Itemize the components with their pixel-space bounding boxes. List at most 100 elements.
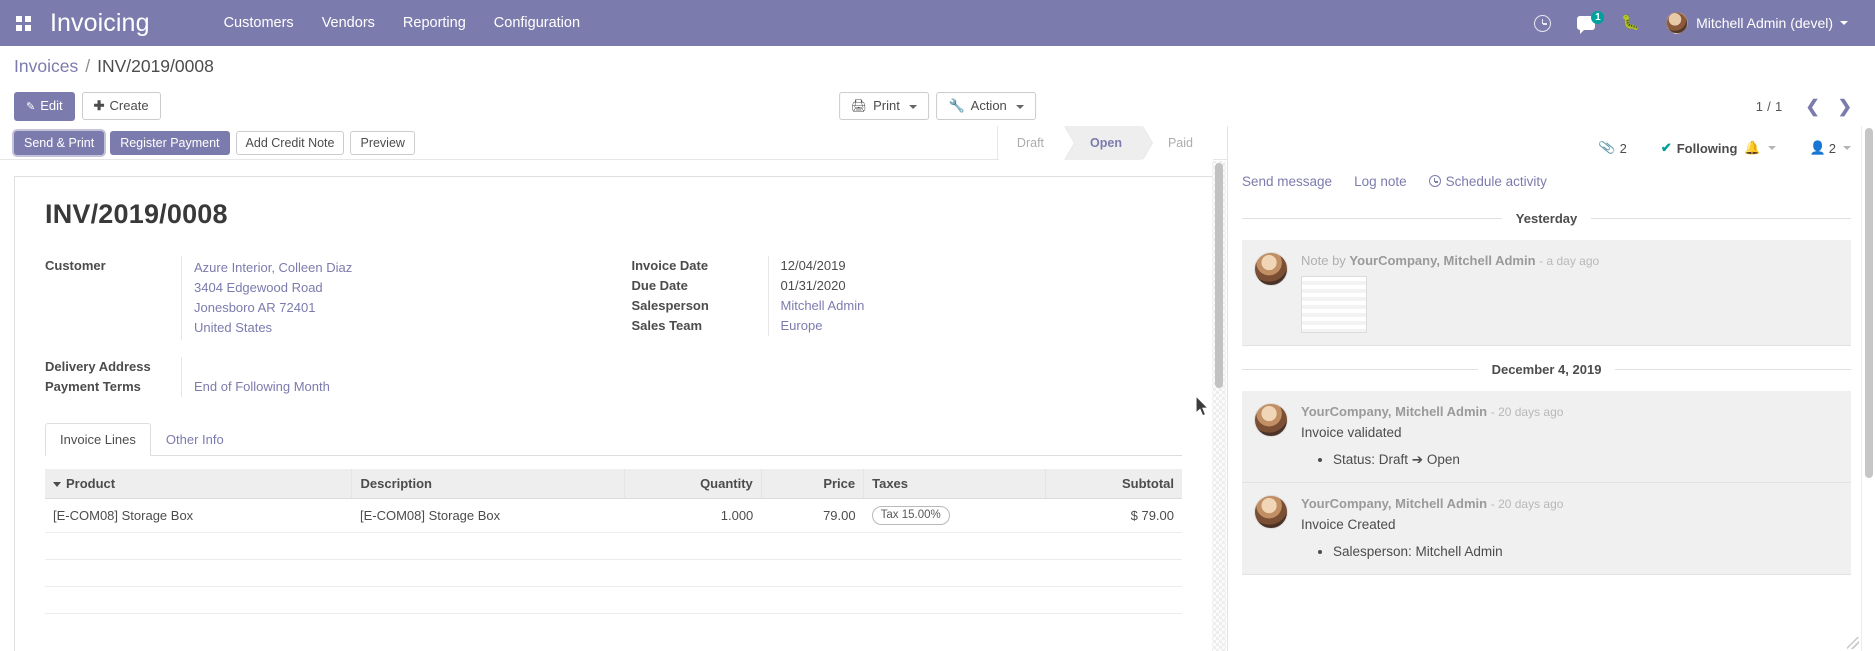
create-button[interactable]: ✚ Create xyxy=(81,92,161,120)
followers-button[interactable]: 👤 2 xyxy=(1810,140,1851,156)
field-sales-team-value[interactable]: Europe xyxy=(767,316,1183,336)
message-header: YourCompany, Mitchell Admin - 20 days ag… xyxy=(1301,495,1839,513)
column-header-taxes[interactable]: Taxes xyxy=(863,469,1047,499)
attachment-placeholder-image xyxy=(1301,276,1367,333)
app-brand-invoicing[interactable]: Invoicing xyxy=(50,9,150,37)
separator-line xyxy=(1591,218,1851,219)
action-dropdown-button[interactable]: 🔧 Action xyxy=(936,92,1037,120)
log-note-button[interactable]: Log note xyxy=(1354,174,1407,189)
message-text: Invoice validated xyxy=(1301,425,1402,440)
attachment-count: 2 xyxy=(1619,140,1627,156)
create-button-label: Create xyxy=(109,98,149,113)
avatar xyxy=(1254,403,1288,437)
column-header-subtotal[interactable]: Subtotal xyxy=(1045,469,1182,499)
print-button-label: Print xyxy=(873,98,900,113)
field-customer-value[interactable]: Azure Interior, Colleen Diaz 3404 Edgewo… xyxy=(181,256,614,340)
table-row[interactable]: [E-COM08] Storage Box [E-COM08] Storage … xyxy=(45,498,1182,533)
chatter-topbar: 📎 2 ✔ Following 🔔 👤 2 xyxy=(1242,126,1851,160)
customer-name[interactable]: Azure Interior, Colleen Diaz xyxy=(194,260,353,275)
column-header-product-label: Product xyxy=(66,476,116,491)
menu-item-configuration[interactable]: Configuration xyxy=(493,15,581,31)
message-tracking-list: Salesperson: Mitchell Admin xyxy=(1301,541,1839,562)
chevron-down-icon[interactable] xyxy=(1767,146,1776,150)
customer-street[interactable]: 3404 Edgewood Road xyxy=(194,280,323,295)
empty-cell xyxy=(45,532,1182,560)
cell-product[interactable]: [E-COM08] Storage Box xyxy=(45,498,352,533)
column-header-description[interactable]: Description xyxy=(351,469,626,499)
user-menu-button[interactable]: Mitchell Admin (devel) xyxy=(1653,0,1861,46)
add-credit-note-button[interactable]: Add Credit Note xyxy=(235,130,345,155)
bell-icon[interactable]: 🔔 xyxy=(1744,140,1761,155)
message-author: YourCompany, Mitchell Admin xyxy=(1301,404,1488,419)
message-body: Note by YourCompany, Mitchell Admin - a … xyxy=(1301,252,1839,333)
empty-cell xyxy=(45,559,1182,587)
menu-item-reporting[interactable]: Reporting xyxy=(402,15,466,31)
chevron-down-icon xyxy=(1016,104,1025,109)
status-stage-paid[interactable]: Paid xyxy=(1141,126,1213,160)
chatter-message: YourCompany, Mitchell Admin - 20 days ag… xyxy=(1242,483,1851,575)
chatter-message: Note by YourCompany, Mitchell Admin - a … xyxy=(1242,240,1851,346)
send-and-print-button[interactable]: Send & Print xyxy=(14,130,105,155)
message-author: YourCompany, Mitchell Admin xyxy=(1301,496,1488,511)
field-salesperson: Salesperson Mitchell Admin xyxy=(632,296,1183,316)
scrollbar-thumb[interactable] xyxy=(1865,128,1873,478)
edit-button[interactable]: ✎ Edit xyxy=(14,91,75,121)
breadcrumb-item-invoices[interactable]: Invoices xyxy=(14,55,79,76)
scrollbar-thumb[interactable] xyxy=(1215,163,1223,388)
cell-quantity[interactable]: 1.000 xyxy=(624,498,762,533)
status-stage-draft[interactable]: Draft xyxy=(998,126,1076,160)
follow-toggle-button[interactable]: ✔ Following 🔔 xyxy=(1661,140,1776,156)
field-invoice-date-value[interactable]: 12/04/2019 xyxy=(767,256,1183,276)
chevron-down-icon[interactable] xyxy=(1843,146,1851,150)
attachments-button[interactable]: 📎 2 xyxy=(1598,139,1627,157)
cell-taxes[interactable]: Tax 15.00% xyxy=(863,498,1046,533)
field-delivery-address-label: Delivery Address xyxy=(45,359,151,374)
form-vertical-scrollbar[interactable] xyxy=(1212,161,1226,651)
tab-invoice-lines[interactable]: Invoice Lines xyxy=(45,423,151,456)
customer-city-state-zip[interactable]: Jonesboro AR 72401 xyxy=(194,300,316,315)
form-scroll-area: INV/2019/0008 Customer Azure Interior, C… xyxy=(0,160,1227,651)
field-due-date-value[interactable]: 01/31/2020 xyxy=(767,276,1183,296)
column-header-price[interactable]: Price xyxy=(761,469,865,499)
message-timestamp: - 20 days ago xyxy=(1490,405,1564,419)
caret-down-icon[interactable] xyxy=(53,482,61,488)
menu-item-vendors[interactable]: Vendors xyxy=(321,15,375,31)
chatter-vertical-scrollbar[interactable] xyxy=(1861,126,1875,651)
table-row-empty xyxy=(45,559,1182,587)
field-payment-terms-value[interactable]: End of Following Month xyxy=(181,377,614,397)
control-panel: ✎ Edit ✚ Create 🖨 Print 🔧 Action 1 / 1 ❮ ❯ xyxy=(0,86,1875,126)
menu-item-customers[interactable]: Customers xyxy=(223,15,294,31)
cell-subtotal[interactable]: $ 79.00 xyxy=(1045,498,1182,533)
field-salesperson-label: Salesperson xyxy=(631,298,709,313)
user-name-label: Mitchell Admin (devel) xyxy=(1696,15,1833,31)
tab-other-info[interactable]: Other Info xyxy=(165,432,224,447)
column-header-quantity[interactable]: Quantity xyxy=(624,469,762,499)
send-message-button[interactable]: Send message xyxy=(1242,174,1333,189)
avatar xyxy=(1254,495,1288,529)
status-stage-open[interactable]: Open xyxy=(1064,126,1153,160)
field-salesperson-value[interactable]: Mitchell Admin xyxy=(767,296,1183,316)
table-row-empty xyxy=(45,532,1182,560)
debug-menu-button[interactable]: 🐛 xyxy=(1608,0,1653,46)
column-header-product[interactable]: Product xyxy=(45,469,353,499)
cell-price[interactable]: 79.00 xyxy=(761,498,864,533)
chevron-down-icon xyxy=(909,104,918,109)
plus-icon: ✚ xyxy=(93,98,105,113)
cell-description[interactable]: [E-COM08] Storage Box xyxy=(351,498,625,533)
messaging-menu-button[interactable]: 1 xyxy=(1564,0,1608,46)
printer-icon: 🖨 xyxy=(850,98,868,113)
pager-next-button[interactable]: ❯ xyxy=(1837,96,1852,116)
resize-grip[interactable] xyxy=(1847,637,1859,649)
customer-country[interactable]: United States xyxy=(194,320,273,335)
message-author: YourCompany, Mitchell Admin xyxy=(1349,253,1536,268)
activity-menu-button[interactable] xyxy=(1521,0,1564,46)
schedule-activity-button[interactable]: Schedule activity xyxy=(1428,174,1547,189)
print-dropdown-button[interactable]: 🖨 Print xyxy=(838,92,930,120)
pencil-icon: ✎ xyxy=(26,100,36,113)
preview-button[interactable]: Preview xyxy=(350,130,415,155)
pager-previous-button[interactable]: ❮ xyxy=(1805,96,1820,116)
field-delivery-address-value[interactable] xyxy=(181,357,614,377)
register-payment-button[interactable]: Register Payment xyxy=(110,130,230,155)
field-sales-team-label: Sales Team xyxy=(631,318,703,333)
apps-grid-icon[interactable] xyxy=(0,0,46,46)
